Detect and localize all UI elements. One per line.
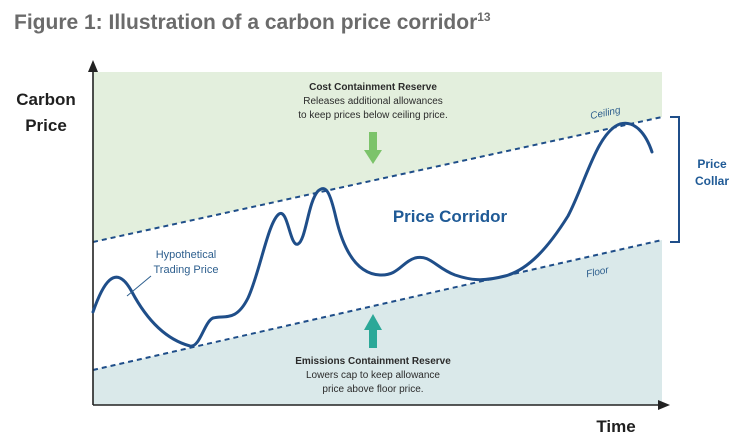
- x-axis-arrowhead: [658, 400, 670, 410]
- ceiling-line: [92, 116, 663, 243]
- arrow-up-icon: [364, 314, 382, 348]
- trading-price-curve: [91, 121, 654, 348]
- ccr-line2: to keep prices below ceiling price.: [298, 110, 448, 121]
- ecr-title: Emissions Containment Reserve: [295, 356, 451, 367]
- arrow-down-icon: [364, 132, 382, 164]
- price-collar-label-line1: Price: [697, 157, 727, 171]
- ecr-line1: Lowers cap to keep allowance: [306, 370, 440, 381]
- ecr-line2: price above floor price.: [322, 384, 423, 395]
- y-axis-arrowhead: [88, 60, 98, 72]
- figure-title-text: Figure 1: Illustration of a carbon price…: [14, 11, 478, 34]
- ccr-title: Cost Containment Reserve: [309, 82, 437, 93]
- footnote-marker: 13: [477, 10, 491, 24]
- trading-price-leader: [126, 275, 152, 297]
- trading-price-label-line1: Hypothetical: [156, 249, 217, 261]
- price-corridor-label: Price Corridor: [393, 207, 508, 226]
- y-axis-label-line1: Carbon: [16, 90, 76, 109]
- floor-line: [92, 239, 663, 371]
- trading-price-label-line2: Trading Price: [153, 264, 218, 276]
- x-axis-label: Time: [596, 417, 635, 436]
- ccr-line1: Releases additional allowances: [303, 96, 443, 107]
- y-axis-label-line2: Price: [25, 116, 67, 135]
- price-collar-label-line2: Collar: [695, 174, 729, 188]
- figure-title: Figure 1: Illustration of a carbon price…: [14, 10, 491, 35]
- price-collar-bracket: [670, 116, 680, 243]
- floor-label: Floor: [585, 265, 610, 281]
